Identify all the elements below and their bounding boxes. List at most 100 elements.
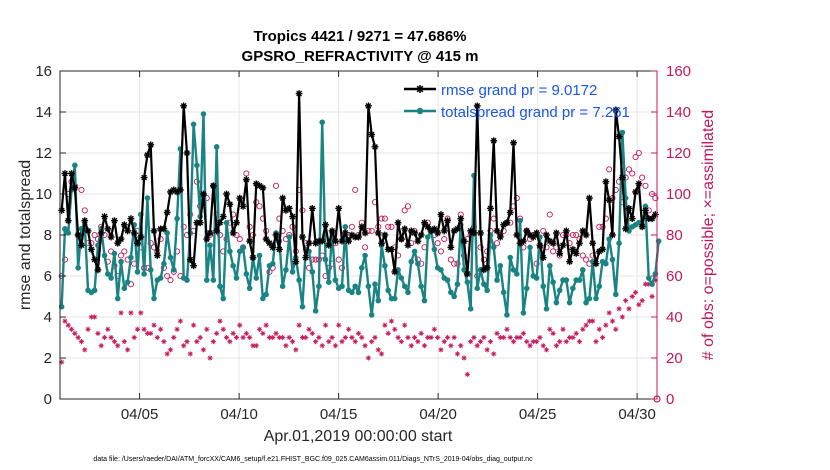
obs-assimilated-point — [62, 318, 68, 324]
obs-assimilated-point — [313, 339, 319, 345]
totalspread-point — [527, 244, 533, 251]
obs-assimilated-point — [276, 334, 282, 341]
totalspread-point — [547, 262, 553, 269]
totalspread-point — [108, 275, 114, 281]
obs-assimilated-point — [194, 339, 200, 345]
totalspread-point — [365, 283, 372, 290]
rmse-point — [553, 229, 560, 237]
totalspread-point — [190, 121, 197, 128]
obs-possible-point — [625, 166, 633, 173]
obs-assimilated-point — [352, 339, 358, 345]
totalspread-point — [510, 267, 517, 273]
obs-assimilated-point — [402, 322, 408, 328]
obs-assimilated-point — [375, 347, 381, 353]
rmse-point — [295, 90, 303, 97]
obs-possible-point — [642, 182, 649, 189]
rmse-point — [183, 149, 191, 157]
rmse-point — [378, 239, 385, 247]
obs-assimilated-point — [322, 322, 329, 328]
obs-possible-point — [493, 240, 501, 247]
totalspread-point — [550, 279, 556, 285]
x-tick-label: 04/15 — [320, 406, 358, 423]
obs-possible-point — [404, 203, 412, 210]
rmse-point — [137, 233, 145, 241]
totalspread-point — [236, 248, 243, 255]
totalspread-point — [240, 244, 246, 251]
obs-assimilated-point — [484, 347, 490, 353]
rmse-point — [213, 227, 221, 235]
rmse-point — [414, 237, 422, 245]
totalspread-point — [75, 265, 81, 271]
obs-assimilated-point — [599, 334, 606, 341]
rmse-point — [176, 186, 184, 194]
obs-assimilated-point — [474, 343, 480, 349]
obs-assimilated-point — [237, 322, 243, 328]
rmse-point — [117, 235, 125, 243]
rmse-point — [242, 176, 250, 184]
totalspread-point — [517, 217, 523, 224]
rmse-point — [388, 245, 395, 253]
obs-assimilated-point — [115, 343, 121, 349]
obs-assimilated-point — [108, 334, 114, 341]
rmse-point — [279, 194, 287, 202]
totalspread-point — [134, 269, 141, 275]
rmse-point — [144, 151, 151, 159]
totalspread-point — [616, 240, 622, 246]
rmse-point — [180, 102, 188, 110]
obs-assimilated-point — [171, 334, 177, 341]
rmse-point — [520, 237, 527, 245]
rmse-point — [609, 231, 616, 239]
totalspread-point — [118, 258, 124, 265]
obs-possible-point — [91, 231, 98, 239]
obs-assimilated-point — [590, 318, 596, 324]
obs-assimilated-point — [570, 334, 576, 341]
obs-assimilated-point — [388, 318, 395, 324]
totalspread-point — [223, 219, 230, 226]
totalspread-point — [253, 275, 260, 281]
totalspread-point — [279, 283, 286, 290]
obs-assimilated-point — [233, 334, 240, 341]
rmse-point — [332, 237, 339, 245]
rmse-point — [585, 194, 593, 202]
totalspread-point — [124, 279, 131, 285]
obs-assimilated-point — [543, 347, 550, 353]
data-file-footnote: data file: /Users/raeder/DAI/ATM_forcXX/… — [93, 456, 533, 463]
totalspread-point — [326, 279, 332, 285]
obs-possible-point — [632, 154, 639, 161]
rmse-point — [229, 229, 237, 237]
obs-assimilated-point — [481, 334, 487, 341]
rmse-point — [74, 231, 82, 239]
obs-possible-point — [180, 223, 187, 230]
totalspread-point — [566, 299, 573, 306]
rmse-point — [487, 204, 494, 212]
totalspread-point — [342, 224, 349, 230]
totalspread-point — [490, 244, 497, 251]
obs-assimilated-point — [603, 322, 609, 328]
obs-assimilated-point — [520, 330, 527, 336]
obs-assimilated-point — [204, 326, 210, 332]
rmse-point — [556, 250, 564, 257]
rmse-point — [259, 184, 267, 192]
obs-possible-point — [401, 207, 408, 214]
rmse-point — [219, 213, 227, 220]
obs-possible-point — [447, 256, 454, 263]
totalspread-point — [243, 271, 250, 277]
obs-assimilated-point — [342, 334, 348, 341]
rmse-point — [147, 141, 155, 149]
rmse-point — [401, 225, 409, 233]
totalspread-point — [316, 283, 322, 290]
y-tick-right-label: 60 — [666, 268, 683, 285]
rmse-point — [130, 229, 138, 237]
obs-assimilated-point — [441, 339, 447, 345]
totalspread-point — [147, 267, 154, 273]
rmse-point — [582, 231, 590, 239]
obs-assimilated-point — [385, 330, 391, 336]
rmse-point — [150, 227, 158, 235]
rmse-point — [576, 239, 583, 247]
rmse-point — [101, 213, 108, 220]
rmse-point — [566, 258, 573, 266]
totalspread-point — [227, 248, 233, 255]
obs-possible-point — [335, 256, 342, 263]
obs-assimilated-point — [428, 334, 434, 341]
